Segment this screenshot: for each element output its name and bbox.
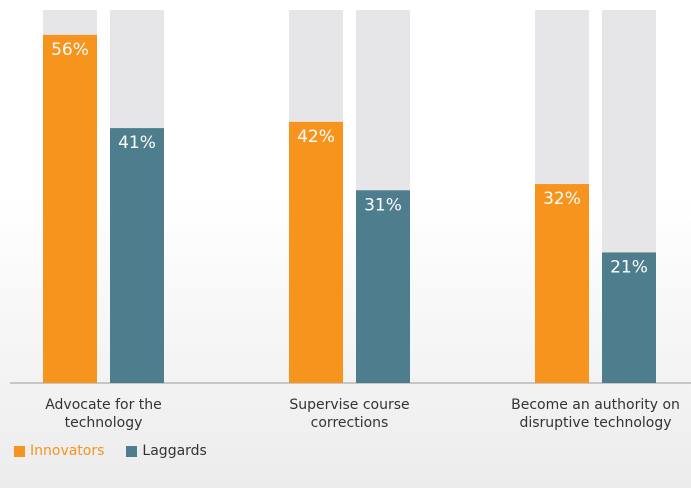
x-tick-label: Supervise course corrections [289,397,410,431]
bar [535,184,589,383]
x-tick-label: Become an authority on disruptive techno… [511,397,680,431]
value-label: 41% [118,133,156,153]
legend-swatch [14,445,25,457]
bar [43,34,97,383]
x-tick-label: Advocate for the technology [45,397,162,431]
legend: Innovators Laggards [14,443,229,459]
legend-label: Innovators [30,443,105,459]
legend-swatch [126,445,138,457]
bar [356,190,410,383]
bar [289,121,343,384]
value-label: 31% [364,195,402,215]
value-label: 42% [297,127,335,147]
legend-item: Innovators [14,443,104,459]
bar [110,128,164,383]
value-label: 32% [543,189,581,209]
bar [602,252,656,383]
legend-item: Laggards [126,443,207,459]
legend-label: Laggards [142,443,207,459]
value-label: 56% [51,40,89,60]
value-label: 21% [610,257,648,277]
